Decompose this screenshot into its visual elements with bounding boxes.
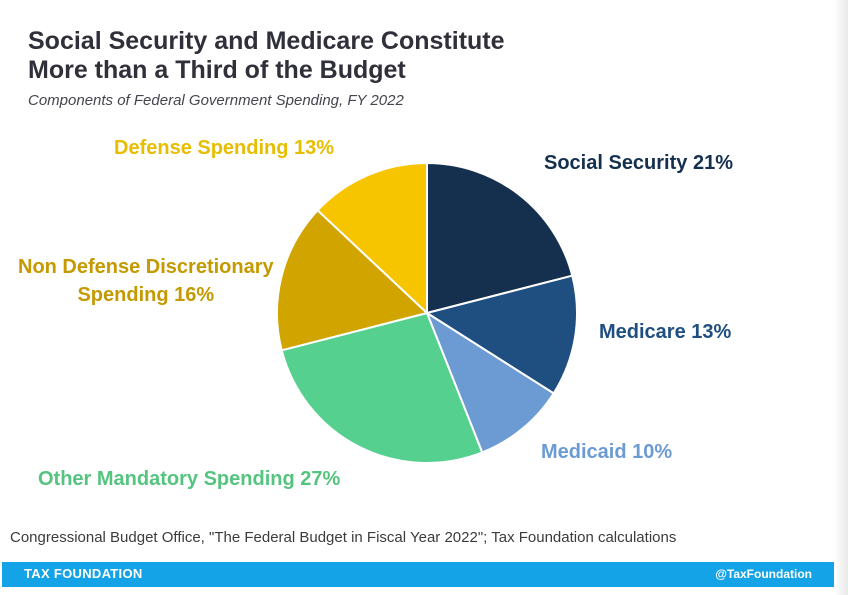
footer-bar: TAX FOUNDATION @TaxFoundation (2, 562, 834, 587)
label-medicare: Medicare 13% (599, 321, 732, 343)
source-note: Congressional Budget Office, "The Federa… (10, 529, 677, 546)
chart-title-line-2: More than a Third of the Budget (28, 56, 406, 84)
pie-slice-social-security (426, 161, 574, 315)
pie-chart (276, 161, 579, 464)
footer-brand: TAX FOUNDATION (24, 566, 143, 581)
edge-shadow (834, 0, 848, 595)
label-defense-spending: Defense Spending 13% (114, 137, 335, 159)
chart-title-line-1: Social Security and Medicare Constitute (28, 27, 505, 55)
label-non-defense-line-1: Non Defense Discretionary (18, 256, 274, 278)
label-other-mandatory: Other Mandatory Spending 27% (38, 468, 341, 490)
pie-slice-medicaid (424, 310, 556, 454)
label-non-defense-discretionary: Non Defense Discretionary Spending 16% (18, 253, 274, 309)
pie-slice-defense-spending (316, 161, 428, 316)
pie-slice-medicare (424, 274, 579, 395)
chart-subtitle: Components of Federal Government Spendin… (28, 92, 404, 109)
label-social-security: Social Security 21% (544, 152, 733, 174)
pie-slice-non-defense-discretionary-spending (276, 208, 430, 352)
chart-title: Social Security and Medicare Constitute … (28, 27, 588, 85)
footer-handle: @TaxFoundation (715, 567, 812, 581)
label-non-defense-line-2: Spending 16% (77, 284, 215, 306)
label-medicaid: Medicaid 10% (541, 441, 673, 463)
pie-slice-other-mandatory-spending (280, 311, 484, 464)
